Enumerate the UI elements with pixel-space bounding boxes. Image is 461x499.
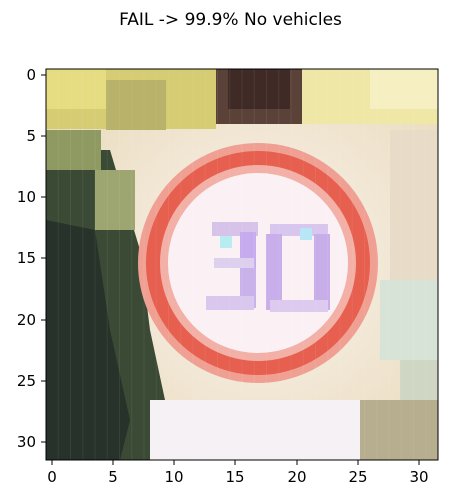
x-tick-label: 30 [409, 468, 428, 486]
y-tick-label: 5 [26, 127, 36, 145]
y-tick-label: 15 [17, 249, 36, 267]
x-tick-label: 20 [287, 468, 306, 486]
y-tick-label: 0 [26, 66, 36, 84]
y-tick-label: 30 [17, 433, 36, 451]
y-tick-label: 10 [17, 188, 36, 206]
y-axis: 0 5 10 15 20 25 30 [17, 66, 46, 451]
x-tick-label: 25 [348, 468, 367, 486]
x-axis: 0 5 10 15 20 25 30 [47, 460, 429, 486]
sign-digits [206, 222, 330, 312]
x-tick-label: 0 [47, 468, 57, 486]
x-tick-label: 15 [225, 468, 244, 486]
sign-image [46, 69, 438, 460]
y-tick-label: 25 [17, 372, 36, 390]
x-tick-label: 5 [108, 468, 118, 486]
plot-title: FAIL -> 99.9% No vehicles [119, 10, 342, 30]
x-tick-label: 10 [164, 468, 183, 486]
y-tick-label: 20 [17, 311, 36, 329]
axes-frame [45, 68, 439, 461]
